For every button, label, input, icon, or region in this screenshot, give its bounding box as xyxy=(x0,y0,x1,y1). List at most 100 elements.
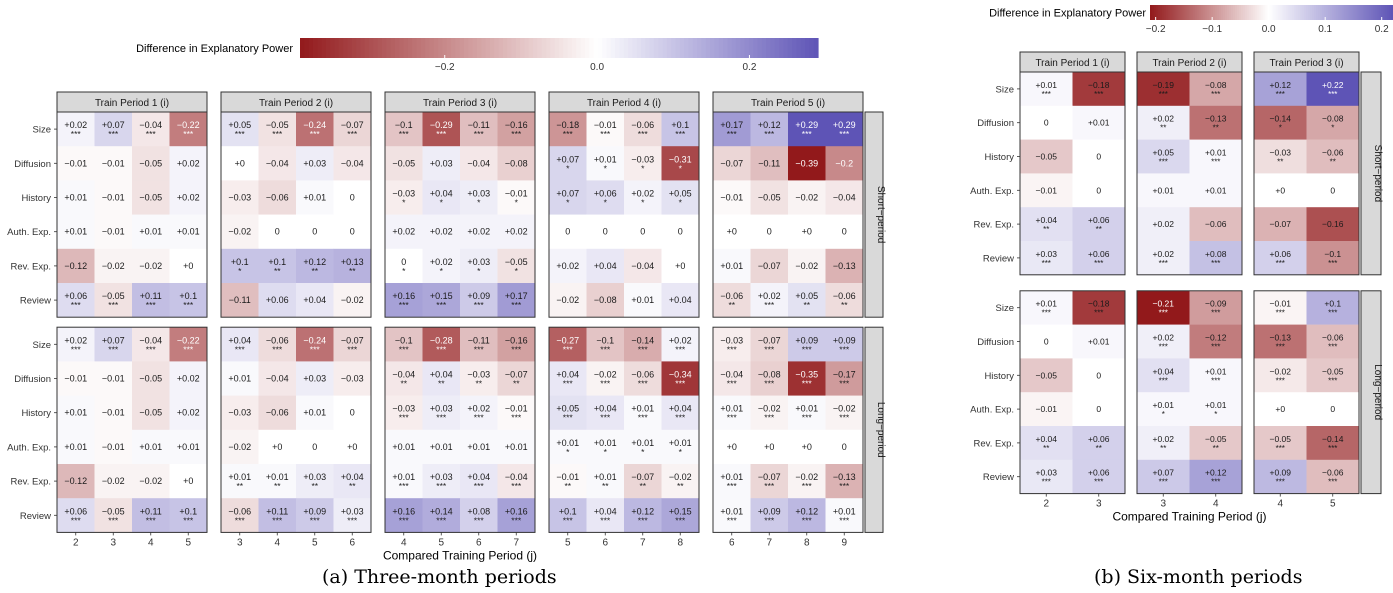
legend-gradient-step xyxy=(584,38,590,58)
heatmap-cell xyxy=(1072,105,1126,140)
cell-value-label: −0.39 xyxy=(795,158,818,168)
cell-value-label: +0.1 xyxy=(179,291,197,301)
legend-gradient-step xyxy=(1380,5,1384,20)
cell-value-label: +0.05 xyxy=(669,189,692,199)
legend-gradient-step xyxy=(615,38,621,58)
cell-significance-label: *** xyxy=(1276,259,1285,268)
legend-gradient-step xyxy=(1224,5,1228,20)
legend-gradient-step xyxy=(1271,5,1275,20)
y-tick-label: History xyxy=(21,408,51,419)
cell-value-label: −0.1 xyxy=(1324,249,1341,259)
cell-significance-label: *** xyxy=(310,515,321,525)
legend-gradient-step xyxy=(1314,5,1317,20)
cell-value-label: −0.11 xyxy=(468,120,490,130)
legend-gradient-step xyxy=(312,38,318,58)
legend-gradient-step xyxy=(325,38,331,58)
legend-gradient-step xyxy=(766,38,772,58)
cell-value-label: −0.02 xyxy=(102,261,125,271)
legend-gradient-step xyxy=(1198,5,1202,20)
heatmap-cell xyxy=(713,214,751,250)
legend-gradient-step xyxy=(1275,5,1279,20)
cell-significance-label: *** xyxy=(1042,259,1051,268)
heatmap-cell xyxy=(750,283,789,318)
legend-gradient-step xyxy=(1336,5,1339,20)
cell-value-label: −0.06 xyxy=(266,408,289,418)
cell-value-label: +0.04 xyxy=(594,404,617,414)
cell-value-label: +0.01 xyxy=(303,408,326,418)
cell-significance-label: * xyxy=(515,266,519,276)
heatmap-cell xyxy=(1072,290,1126,325)
cell-significance-label: *** xyxy=(1276,343,1285,352)
heatmap-cell xyxy=(750,361,789,396)
cell-value-label: −0.01 xyxy=(505,404,528,414)
x-tick-label: 3 xyxy=(1096,499,1102,510)
cell-value-label: −0.27 xyxy=(556,335,579,345)
cell-value-label: −0.11 xyxy=(758,158,780,168)
legend-gradient-step xyxy=(1196,5,1200,20)
cell-significance-label: ** xyxy=(602,481,609,491)
legend-gradient-step xyxy=(1273,5,1277,20)
legend-gradient-step xyxy=(403,38,409,58)
cell-significance-label: ** xyxy=(728,300,735,310)
cell-value-label: +0.01 xyxy=(631,404,654,414)
y-tick-label: Size xyxy=(33,340,51,351)
heatmap-cell xyxy=(1020,173,1073,208)
legend-gradient-step xyxy=(1324,5,1327,20)
heatmap-cell xyxy=(258,498,297,533)
heatmap-cell xyxy=(549,327,587,362)
legend-gradient-step xyxy=(425,38,431,58)
cell-significance-label: *** xyxy=(1276,90,1285,99)
heatmap-cell xyxy=(258,361,297,396)
heatmap-cell xyxy=(57,498,95,533)
heatmap-cell xyxy=(169,180,208,215)
heatmap-cell xyxy=(132,327,170,362)
cell-value-label: +0.1 xyxy=(671,120,689,130)
cell-significance-label: * xyxy=(402,198,406,208)
cell-value-label: −0.01 xyxy=(1035,185,1057,195)
legend-gradient-step xyxy=(1386,5,1390,20)
cell-value-label: −0.04 xyxy=(266,158,289,168)
heatmap-cell xyxy=(385,180,423,215)
legend-gradient-step xyxy=(1247,5,1250,20)
cell-significance-label: ** xyxy=(311,481,318,491)
cell-value-label: +0.01 xyxy=(1035,299,1057,309)
legend-gradient-step xyxy=(641,38,646,58)
legend-gradient-step xyxy=(666,38,672,58)
legend-gradient-step xyxy=(420,38,426,58)
cell-significance-label: *** xyxy=(1328,259,1337,268)
legend-gradient-step xyxy=(300,38,305,58)
cell-value-label: 0 xyxy=(678,227,683,237)
heatmap-cell xyxy=(333,214,372,250)
heatmap-cell xyxy=(497,361,536,396)
legend-gradient-step xyxy=(511,38,517,58)
heatmap-cell xyxy=(422,464,461,499)
heatmap-cell xyxy=(497,214,536,250)
legend-gradient-step xyxy=(649,38,655,58)
cell-value-label: +0.04 xyxy=(430,370,453,380)
x-tick-label: 5 xyxy=(1330,499,1336,510)
heatmap-cell xyxy=(1072,358,1126,393)
cell-significance-label: *** xyxy=(600,129,611,139)
cell-significance-label: *** xyxy=(1159,478,1168,487)
x-tick-label: 2 xyxy=(73,537,79,548)
cell-significance-label: *** xyxy=(511,515,522,525)
legend-gradient-step xyxy=(1291,5,1295,20)
cell-value-label: 0 xyxy=(842,442,847,452)
cell-significance-label: ** xyxy=(274,481,281,491)
cell-value-label: −0.02 xyxy=(669,472,692,482)
heatmap-cell xyxy=(825,498,864,533)
y-tick-label: Rev. Exp. xyxy=(974,220,1014,231)
cell-significance-label: *** xyxy=(638,515,649,525)
heatmap-cell xyxy=(497,429,536,465)
legend-gradient-step xyxy=(1154,5,1157,20)
legend-gradient-step xyxy=(610,38,616,58)
facet-strip-col-label: Train Period 3 (i) xyxy=(423,98,497,109)
heatmap-cell xyxy=(549,498,587,533)
legend-gradient-step xyxy=(546,38,551,58)
cell-significance-label: *** xyxy=(1211,158,1220,167)
legend-gradient-step xyxy=(1241,5,1244,20)
cell-value-label: −0.01 xyxy=(1269,299,1291,309)
cell-value-label: +0.16 xyxy=(392,291,415,301)
cell-significance-label: *** xyxy=(1159,90,1168,99)
cell-value-label: +0.01 xyxy=(64,408,87,418)
